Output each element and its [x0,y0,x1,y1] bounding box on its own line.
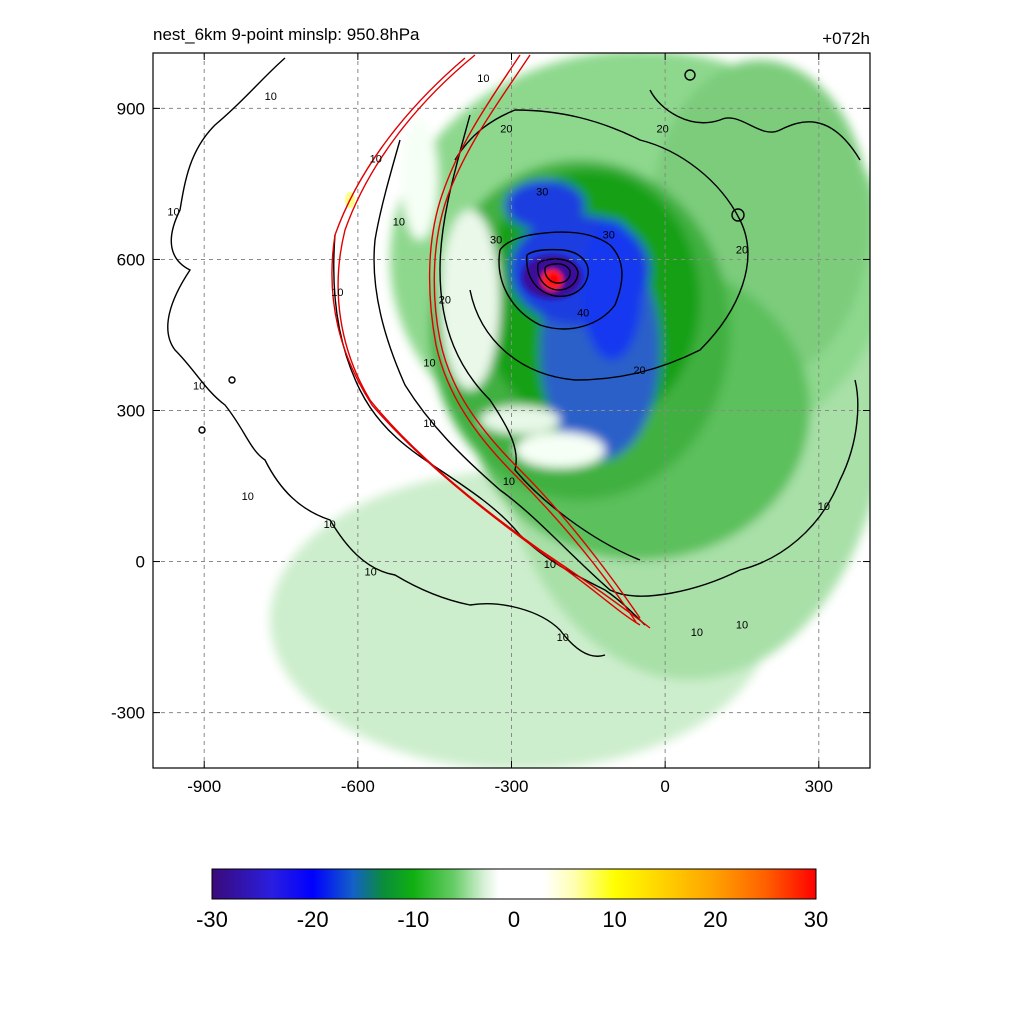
contour-label: 10 [544,559,556,571]
forecast-hour-label: +072h [822,29,870,48]
contour-label: 10 [193,380,205,392]
contour-label: 30 [603,229,615,241]
colorbar-gradient [211,868,817,900]
contour-label: 20 [736,244,748,256]
contour-label: 10 [393,217,405,229]
contour-label: 10 [370,154,382,166]
colorbar: -30 -20 -10 0 10 20 30 [196,868,828,932]
colorbar-tick-label: -30 [196,907,228,932]
contour-label: 10 [557,632,569,644]
colorbar-ticks: -30 -20 -10 0 10 20 30 [196,907,828,932]
contour-label: 20 [656,124,668,136]
contour-label: 10 [423,418,435,430]
x-tick-label: 0 [660,777,669,796]
colorbar-tick-label: -20 [297,907,329,932]
contour-label: 10 [477,73,489,85]
x-axis: -900 -600 -300 0 300 [187,53,833,796]
y-axis: -300 0 300 600 900 [111,99,870,723]
contour-labels: 10 10 10 10 10 10 10 10 10 10 10 10 10 10 10 10 10 10 20 20… [167,73,830,644]
contour-label: 30 [536,186,548,198]
y-tick-label: 300 [117,402,145,421]
contour-label: 10 [265,91,277,103]
contour-label: 10 [423,358,435,370]
contour-label: 30 [490,234,502,246]
colorbar-tick-label: -10 [397,907,429,932]
plot-area: 10 10 10 10 10 10 10 10 10 10 10 10 10 10 10 10 10 10 20 20… [153,53,870,768]
colorbar-tick-label: 10 [602,907,626,932]
contour-label: 20 [633,365,645,377]
contour-label: 40 [577,307,589,319]
contour-label: 10 [242,491,254,503]
contour-label: 10 [324,519,336,531]
grid-lines [153,53,870,768]
colorbar-tick-label: 30 [804,907,828,932]
chart-title: nest_6km 9-point minslp: 950.8hPa [153,25,420,44]
shaded-field [270,53,870,768]
contour-label: 10 [331,287,343,299]
colorbar-tick-label: 20 [703,907,727,932]
x-tick-label: 300 [805,777,833,796]
x-tick-label: -900 [187,777,221,796]
contour-label: 20 [439,295,451,307]
y-tick-label: -300 [111,704,145,723]
contour-label: 10 [691,627,703,639]
colorbar-tick-label: 0 [508,907,520,932]
y-tick-label: 0 [136,553,145,572]
contour-label: 10 [818,501,830,513]
contour-label: 20 [500,124,512,136]
contour-label: 10 [736,619,748,631]
x-tick-label: -300 [494,777,528,796]
contour-label: 10 [167,207,179,219]
contour-label: 10 [503,476,515,488]
contour-label: 10 [365,567,377,579]
red-curves [331,54,651,629]
y-tick-label: 900 [117,99,145,118]
contour-lines [167,57,861,657]
x-tick-label: -600 [341,777,375,796]
y-tick-label: 600 [117,250,145,269]
